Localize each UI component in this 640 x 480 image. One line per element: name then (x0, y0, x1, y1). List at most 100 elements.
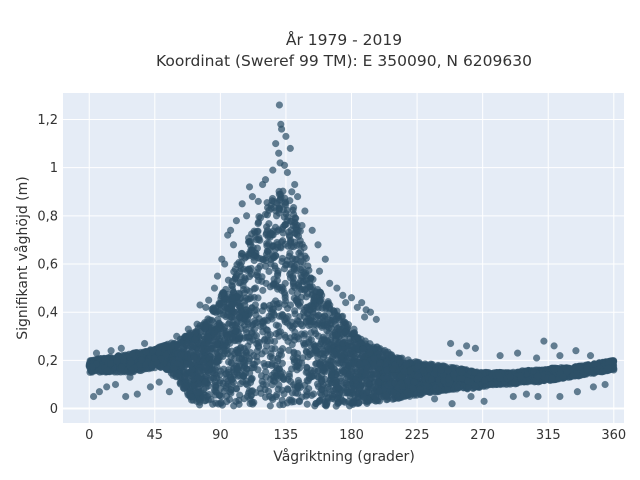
data-point (266, 337, 275, 345)
data-point (286, 249, 294, 257)
data-point (315, 397, 324, 405)
chart-title: År 1979 - 2019 (286, 30, 402, 49)
data-point (245, 272, 254, 281)
data-point (325, 379, 333, 388)
data-point (247, 230, 256, 238)
data-point (285, 370, 293, 378)
data-point (414, 362, 422, 370)
data-point (237, 343, 245, 351)
data-point (286, 270, 294, 278)
data-point (273, 240, 282, 249)
data-point (206, 353, 214, 361)
data-point (233, 365, 242, 374)
data-point (280, 390, 288, 398)
data-point (425, 365, 433, 373)
data-point (413, 372, 421, 381)
data-points (85, 101, 618, 410)
data-point (281, 291, 289, 299)
data-point (188, 372, 196, 380)
data-point (237, 249, 246, 258)
data-point (127, 366, 136, 374)
data-point (293, 230, 301, 239)
data-point (170, 364, 178, 373)
data-point (307, 372, 316, 381)
data-point (329, 307, 338, 315)
data-point (343, 386, 351, 395)
data-point (305, 321, 313, 330)
data-point (262, 250, 271, 258)
data-point (303, 400, 311, 408)
data-point (268, 354, 277, 362)
data-point (228, 286, 237, 294)
data-point (288, 389, 296, 397)
data-point (326, 316, 334, 324)
data-point (275, 365, 284, 373)
data-point (266, 402, 274, 410)
data-point (332, 315, 340, 323)
data-point (309, 390, 318, 398)
data-point (253, 347, 261, 355)
data-point (453, 383, 462, 391)
data-point (331, 379, 339, 388)
data-point (389, 372, 398, 380)
data-point (212, 399, 220, 407)
data-point (228, 277, 237, 285)
data-point (286, 377, 295, 386)
data-point (282, 210, 290, 218)
data-point (224, 320, 233, 328)
data-point (281, 201, 290, 209)
data-point (240, 395, 248, 403)
data-point (310, 296, 318, 305)
data-point (328, 331, 337, 339)
data-point (189, 342, 197, 350)
data-point (297, 252, 305, 260)
data-point (253, 357, 261, 366)
data-point (268, 361, 276, 370)
data-point (127, 358, 135, 367)
data-point (285, 346, 293, 354)
data-point (297, 320, 305, 328)
data-point (242, 294, 250, 302)
data-point (216, 391, 224, 399)
data-point (316, 288, 324, 297)
data-point (257, 389, 265, 397)
data-point (236, 278, 245, 287)
data-point (322, 401, 330, 409)
data-point (314, 319, 322, 328)
data-point (265, 220, 273, 228)
data-point (247, 238, 255, 246)
data-point (235, 313, 244, 321)
data-point (232, 384, 240, 393)
data-point (259, 286, 267, 295)
data-point (301, 330, 309, 338)
data-point (262, 279, 270, 288)
data-point (255, 339, 263, 347)
data-point (233, 260, 241, 269)
data-point (200, 386, 208, 394)
data-point (283, 399, 291, 407)
data-point (310, 341, 318, 349)
data-point (187, 361, 195, 369)
data-point (296, 265, 305, 274)
data-point (289, 279, 297, 287)
data-point (295, 381, 304, 390)
data-point (402, 360, 410, 368)
data-point (205, 316, 214, 324)
data-point (280, 265, 289, 273)
data-point (293, 297, 301, 306)
data-point (348, 365, 356, 373)
data-point (324, 345, 332, 353)
data-point (303, 364, 311, 372)
data-point (227, 301, 236, 309)
data-point (358, 379, 367, 388)
data-point (233, 271, 241, 279)
data-point (273, 391, 281, 399)
data-point (319, 300, 328, 309)
data-point (212, 341, 220, 349)
data-point (295, 397, 303, 405)
data-point (250, 306, 259, 315)
data-point (295, 364, 304, 372)
data-point (247, 264, 255, 273)
data-point (261, 362, 269, 370)
